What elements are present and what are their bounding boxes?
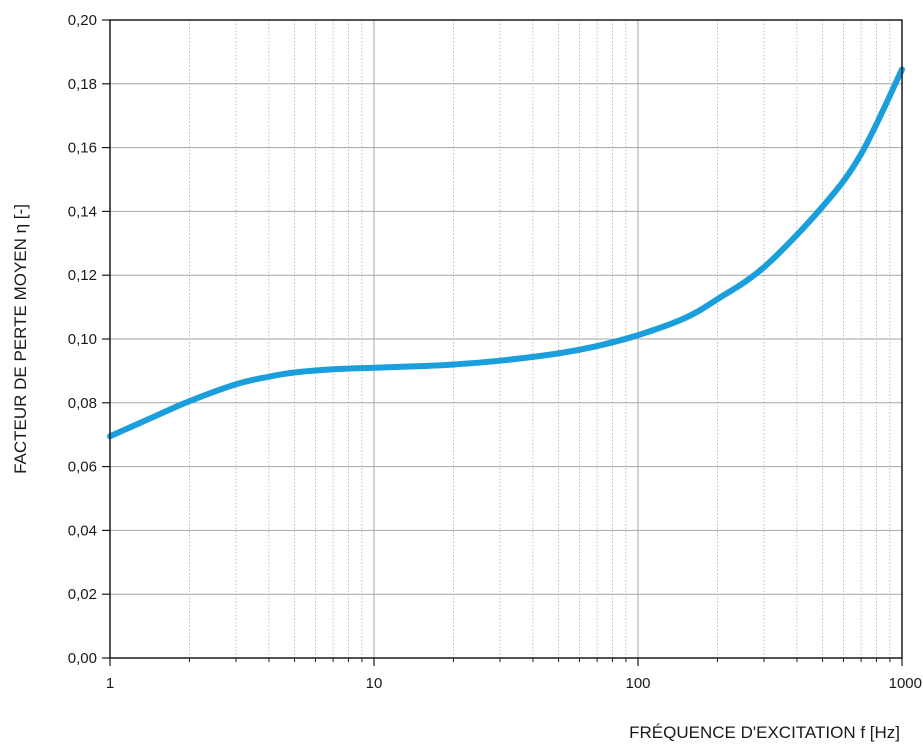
y-tick-label: 0,08 xyxy=(68,395,97,412)
grid xyxy=(109,19,903,659)
y-tick-label: 0,12 xyxy=(68,267,97,284)
ticks: 0,00 0,02 0,04 0,06 0,08 0,10 0,12 0,14 0,16 0,18… xyxy=(68,12,922,692)
y-tick-label: 0,04 xyxy=(68,522,97,539)
y-tick-label: 0,18 xyxy=(68,76,97,93)
y-tick-label: 0,20 xyxy=(68,12,97,29)
x-tick-label: 10 xyxy=(366,675,383,692)
x-tick-label: 1 xyxy=(106,675,114,692)
x-tick-label: 1000 xyxy=(889,675,922,692)
y-tick-label: 0,06 xyxy=(68,459,97,476)
y-tick-label: 0,14 xyxy=(68,203,97,220)
y-axis-title: FACTEUR DE PERTE MOYEN η [-] xyxy=(11,204,30,474)
y-tick-label: 0,16 xyxy=(68,140,97,157)
series-layer xyxy=(107,66,905,440)
series-line xyxy=(107,66,905,440)
y-tick-label: 0,10 xyxy=(68,331,97,348)
x-axis-title: FRÉQUENCE D'EXCITATION f [Hz] xyxy=(629,723,900,742)
x-tick-label: 100 xyxy=(625,675,650,692)
y-tick-label: 0,00 xyxy=(68,650,97,667)
y-tick-label: 0,02 xyxy=(68,586,97,603)
